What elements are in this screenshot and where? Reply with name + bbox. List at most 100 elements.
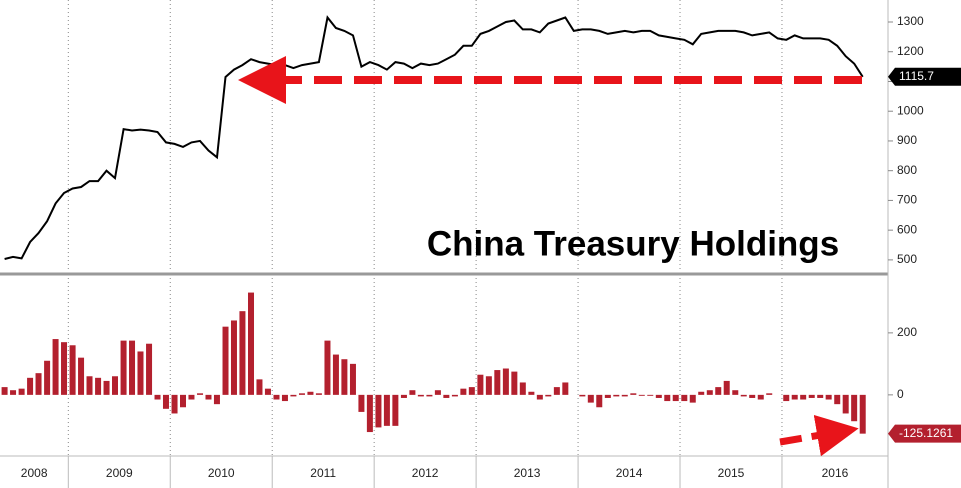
bar bbox=[672, 394, 679, 402]
bar bbox=[69, 345, 76, 395]
chart-title: China Treasury Holdings bbox=[427, 224, 839, 263]
x-tick-label: 2008 bbox=[21, 466, 48, 480]
bar bbox=[587, 394, 594, 403]
bar bbox=[579, 394, 586, 397]
bar bbox=[180, 394, 187, 408]
bar bbox=[86, 376, 93, 395]
x-tick-label: 2012 bbox=[412, 466, 439, 480]
y-tick-label: 600 bbox=[897, 222, 917, 236]
bar bbox=[800, 394, 807, 400]
bar bbox=[409, 390, 416, 395]
bar bbox=[528, 391, 535, 395]
bar bbox=[698, 391, 705, 395]
bar bbox=[630, 393, 637, 395]
bar bbox=[222, 326, 229, 395]
last-value-label: -125.1261 bbox=[899, 426, 953, 440]
y-tick-label: 0 bbox=[897, 387, 904, 401]
x-tick-label: 2013 bbox=[514, 466, 541, 480]
bar bbox=[426, 394, 433, 397]
y-tick-label: 200 bbox=[897, 325, 917, 339]
bar bbox=[61, 342, 68, 395]
bar bbox=[434, 390, 441, 395]
bar bbox=[366, 394, 373, 433]
bar bbox=[783, 394, 790, 402]
last-value-tag: -125.1261 bbox=[888, 424, 961, 443]
bar bbox=[502, 368, 509, 395]
bar bbox=[307, 391, 314, 395]
bar bbox=[264, 388, 271, 395]
bar bbox=[375, 394, 382, 428]
bar bbox=[188, 394, 195, 400]
bar bbox=[740, 394, 747, 397]
bar bbox=[120, 340, 127, 395]
bar bbox=[655, 394, 662, 398]
bar bbox=[664, 394, 671, 402]
bar bbox=[477, 374, 484, 395]
bar bbox=[103, 380, 110, 395]
bar bbox=[732, 390, 739, 395]
y-tick-label: 1000 bbox=[897, 103, 924, 117]
bar bbox=[230, 320, 237, 395]
bar bbox=[851, 394, 858, 422]
bar bbox=[44, 360, 51, 395]
y-tick-label: 800 bbox=[897, 163, 917, 177]
bar bbox=[298, 393, 305, 395]
bar bbox=[647, 394, 654, 396]
bar bbox=[112, 376, 119, 395]
y-tick-label: 500 bbox=[897, 252, 917, 266]
bar bbox=[154, 394, 161, 400]
bar bbox=[604, 394, 611, 398]
bar bbox=[511, 371, 518, 395]
bar bbox=[52, 339, 59, 395]
bar bbox=[324, 340, 331, 395]
x-tick-label: 2015 bbox=[718, 466, 745, 480]
bar bbox=[171, 394, 178, 414]
bar bbox=[358, 394, 365, 412]
bar bbox=[205, 394, 212, 400]
bar bbox=[468, 387, 475, 395]
bar bbox=[78, 357, 85, 395]
bar bbox=[536, 394, 543, 400]
x-tick-label: 2011 bbox=[310, 466, 336, 480]
bar bbox=[146, 343, 153, 395]
last-value-label: 1115.7 bbox=[899, 69, 934, 83]
bar bbox=[290, 394, 297, 397]
y-tick-label: 900 bbox=[897, 133, 917, 147]
bar bbox=[400, 394, 407, 398]
bar bbox=[256, 379, 263, 395]
bar bbox=[706, 390, 713, 395]
bar bbox=[715, 387, 722, 395]
bar bbox=[757, 394, 764, 400]
bar bbox=[341, 359, 348, 395]
bar bbox=[349, 363, 356, 395]
bar bbox=[281, 394, 288, 402]
tag-shape bbox=[888, 67, 961, 86]
y-tick-label: 700 bbox=[897, 193, 917, 207]
bar bbox=[35, 373, 42, 395]
bar bbox=[545, 394, 552, 397]
bar bbox=[332, 354, 339, 395]
bar bbox=[129, 340, 136, 395]
annotation-arrow bbox=[779, 414, 859, 457]
bar bbox=[137, 351, 144, 395]
bar bbox=[553, 387, 560, 395]
bar bbox=[638, 394, 645, 396]
bar bbox=[825, 394, 832, 400]
bar bbox=[749, 394, 756, 398]
x-tick-label: 2014 bbox=[616, 466, 643, 480]
bar bbox=[485, 376, 492, 395]
bar bbox=[596, 394, 603, 408]
bar bbox=[18, 388, 25, 395]
bar bbox=[95, 377, 102, 395]
bar bbox=[443, 394, 450, 398]
tag-shape bbox=[888, 424, 961, 443]
x-tick-label: 2009 bbox=[106, 466, 133, 480]
bar bbox=[519, 382, 526, 395]
y-tick-label: 1200 bbox=[897, 44, 924, 58]
bar bbox=[681, 394, 688, 402]
line bbox=[4, 15, 864, 260]
bar bbox=[417, 394, 424, 397]
bar bbox=[1, 387, 8, 395]
bar bbox=[817, 394, 824, 398]
